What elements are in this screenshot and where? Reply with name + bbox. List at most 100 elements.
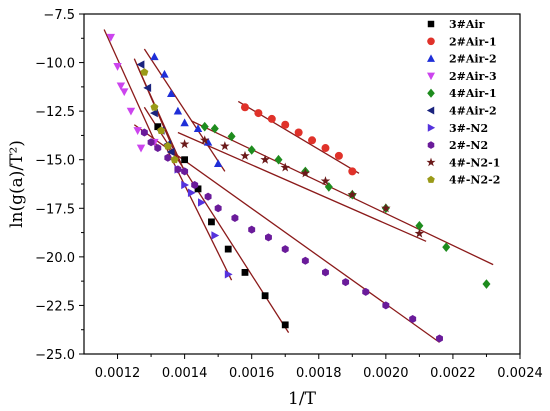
data-point [220, 141, 230, 151]
data-point [116, 82, 126, 91]
data-point [300, 168, 311, 178]
x-tick-label: 0.0024 [497, 366, 543, 381]
fit-line-2air-3 [103, 29, 159, 149]
data-point [147, 138, 155, 147]
y-tick-label: −17.5 [35, 202, 75, 217]
legend-item-2air-1: 2#Air-1 [427, 35, 497, 48]
data-point [409, 315, 417, 324]
data-point [264, 233, 272, 242]
legend-label: 3#-N2 [449, 122, 488, 135]
data-point [157, 126, 166, 134]
fit-line-4air-1 [191, 120, 494, 266]
data-point [334, 151, 343, 160]
data-point [187, 188, 196, 197]
series-3-n2 [174, 165, 233, 279]
legend-item-2air-3: 2#Air-3 [427, 70, 497, 83]
data-point [160, 69, 169, 78]
y-tick-label: −20.0 [35, 251, 75, 266]
data-point [150, 103, 159, 111]
y-axis-title: ln(g(a)/T²) [7, 140, 27, 228]
data-point [200, 121, 209, 132]
data-point [194, 185, 202, 193]
data-point [321, 144, 330, 153]
data-point [247, 145, 256, 155]
data-point [167, 89, 176, 98]
legend-item-3-n2: 3#-N2 [427, 122, 488, 135]
fit-line-3-n2 [163, 143, 233, 281]
data-point [362, 287, 370, 296]
data-point [164, 153, 172, 162]
data-point [241, 269, 249, 276]
data-point [261, 292, 269, 300]
legend-label: 4#Air-2 [449, 105, 497, 118]
x-axis-title: 1/T [288, 389, 317, 409]
x-tick-label: 0.0020 [363, 366, 409, 381]
legend-marker [427, 54, 435, 62]
legend-marker [427, 37, 435, 46]
y-tick-label: −25.0 [35, 348, 75, 363]
data-point [193, 124, 203, 133]
x-tick-label: 0.0022 [430, 366, 476, 381]
data-point [136, 144, 146, 153]
series-4-n2-1 [179, 135, 425, 238]
series-2air-1 [240, 103, 357, 176]
legend-label: 2#Air-3 [449, 70, 497, 83]
y-tick-label: −22.5 [35, 299, 75, 314]
legend-label: 2#-N2 [449, 139, 488, 152]
fit-line-2-n2 [133, 124, 440, 343]
data-point [140, 68, 149, 76]
data-point [482, 279, 491, 289]
legend-item-4air-1: 4#Air-1 [427, 87, 497, 100]
axis-ticks: 0.0012 0.0014 0.0016 0.0018 0.0020 0.0022 0.00… [35, 8, 543, 381]
data-point [179, 139, 190, 149]
legend-marker [427, 123, 436, 132]
data-point [208, 218, 215, 226]
legend-item-3air: 3#Air [427, 18, 485, 31]
data-point [294, 128, 303, 137]
legend-label: 2#Air-2 [449, 53, 497, 66]
data-point [180, 118, 189, 127]
legend-label: 4#-N2-1 [449, 156, 500, 169]
legend-marker [427, 175, 435, 183]
data-point [224, 245, 232, 253]
data-point [154, 123, 162, 131]
data-point [280, 162, 290, 172]
x-tick-label: 0.0016 [229, 366, 275, 381]
data-point [342, 278, 350, 287]
legend-label: 3#Air [449, 18, 485, 31]
data-point [166, 147, 175, 157]
data-point [322, 268, 329, 277]
x-tick-label: 0.0018 [296, 366, 342, 381]
data-point [260, 154, 270, 164]
data-point [210, 123, 219, 134]
data-point [181, 180, 190, 190]
data-point [150, 108, 158, 118]
legend-item-2air-2: 2#Air-2 [427, 53, 497, 66]
data-point [382, 301, 390, 310]
data-point [197, 198, 206, 207]
data-point [136, 60, 145, 69]
data-point [281, 245, 289, 254]
data-point [442, 242, 451, 252]
data-point [181, 156, 189, 164]
data-point [170, 155, 179, 164]
data-point [231, 214, 239, 222]
data-point [143, 83, 152, 93]
data-point [324, 182, 333, 192]
data-point [415, 220, 424, 231]
legend-item-2-n2: 2#-N2 [427, 139, 488, 152]
legend-item-4air-2: 4#Air-2 [426, 105, 497, 118]
data-point [113, 63, 122, 71]
data-point [227, 131, 236, 142]
data-point [191, 180, 199, 189]
data-point [347, 189, 358, 199]
legend-label: 2#Air-1 [449, 35, 497, 48]
data-point [254, 109, 263, 118]
data-point [199, 135, 210, 145]
data-point [274, 154, 283, 165]
data-point [240, 150, 250, 160]
y-tick-label: −15.0 [35, 154, 75, 169]
data-point [140, 128, 148, 137]
